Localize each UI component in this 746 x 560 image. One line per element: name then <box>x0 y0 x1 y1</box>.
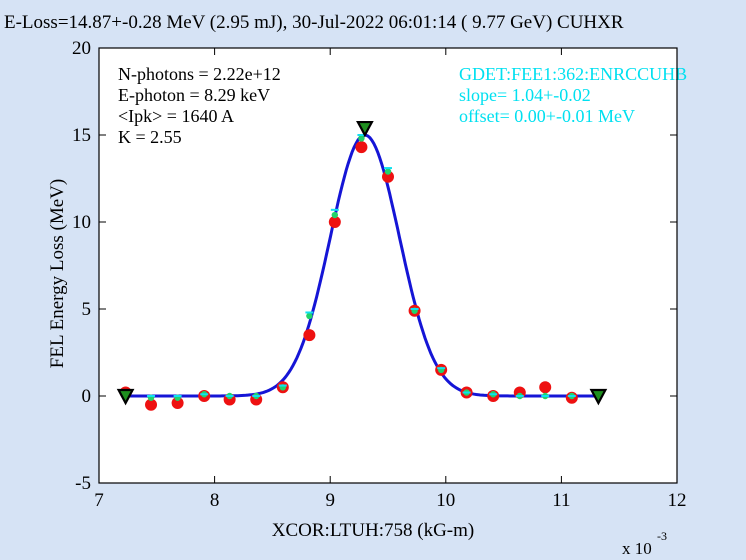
info-left-line-0: N-photons = 2.22e+12 <box>118 64 281 84</box>
red-point <box>303 329 316 342</box>
triangle-marker <box>356 120 374 138</box>
x-scale-exponent: -3 <box>657 529 667 543</box>
info-right-line-2: offset= 0.00+-0.01 MeV <box>459 106 635 126</box>
x-tick-label: 7 <box>94 490 104 511</box>
red-point <box>328 216 341 228</box>
x-tick-label: 12 <box>668 490 687 511</box>
y-tick-label: 20 <box>72 38 91 59</box>
x-scale-label: x 10 <box>622 539 652 558</box>
x-tick-label: 11 <box>552 490 570 511</box>
y-tick-label: -5 <box>75 473 91 494</box>
info-left-line-3: K = 2.55 <box>118 127 182 147</box>
triangle-marker <box>116 388 135 406</box>
red-point <box>382 170 394 183</box>
plot-background <box>99 48 677 483</box>
green-point <box>331 211 339 219</box>
y-tick-label: 0 <box>82 386 92 407</box>
info-right-line-0: GDET:FEE1:362:ENRCCUHB <box>459 64 687 84</box>
green-point <box>384 168 392 175</box>
red-point <box>171 396 184 409</box>
green-point <box>358 135 365 142</box>
y-tick-label: 10 <box>72 212 91 233</box>
y-tick-label: 5 <box>82 299 92 320</box>
y-tick-label: 15 <box>72 125 91 146</box>
red-point <box>355 141 368 154</box>
chart-title: E-Loss=14.87+-0.28 MeV (2.95 mJ), 30-Jul… <box>4 12 624 33</box>
green-point <box>306 312 313 320</box>
triangle-marker <box>589 388 608 406</box>
x-tick-label: 10 <box>436 490 455 511</box>
x-tick-label: 8 <box>210 490 220 511</box>
red-point <box>145 398 158 411</box>
x-tick-label: 9 <box>325 490 335 511</box>
red-point <box>539 381 552 394</box>
info-left-line-1: E-photon = 8.29 keV <box>118 85 270 105</box>
info-left-line-2: <Ipk> = 1640 A <box>118 106 234 126</box>
y-axis-label: FEL Energy Loss (MeV) <box>47 179 68 368</box>
plot-frame <box>98 47 678 484</box>
x-axis-label: XCOR:LTUH:758 (kG-m) <box>272 520 475 541</box>
info-right-line-1: slope= 1.04+-0.02 <box>459 85 591 105</box>
